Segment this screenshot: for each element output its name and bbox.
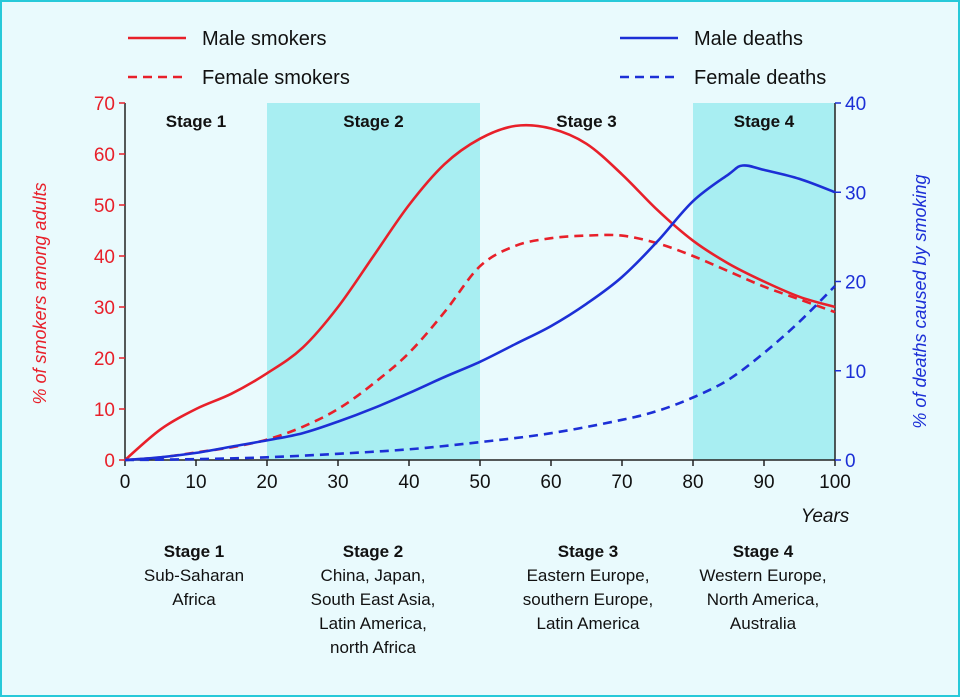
legend-label: Male smokers [202, 28, 326, 50]
y-right-axis-title: % of deaths caused by smoking [910, 174, 930, 428]
x-tick-label: 100 [819, 472, 851, 493]
stage-description-line: Eastern Europe, [526, 566, 650, 585]
y-left-tick-label: 10 [94, 400, 115, 421]
x-tick-label: 50 [469, 472, 490, 493]
y-left-tick-label: 60 [94, 145, 115, 166]
y-right-tick-label: 0 [845, 451, 856, 472]
x-tick-label: 60 [540, 472, 561, 493]
y-right-tick-label: 40 [845, 94, 866, 115]
x-axis-title: Years [801, 506, 850, 527]
stage-bands: Stage 1 Stage 2 Stage 3 Stage 4 [125, 103, 835, 460]
stage-description-line: North America, [706, 590, 820, 609]
legend-label: Male deaths [694, 28, 803, 50]
stage-description-line: China, Japan, [320, 566, 426, 585]
x-tick-label: 40 [398, 472, 419, 493]
y-left-tick-label: 50 [94, 196, 115, 217]
legend: Male smokers Female smokers Male deaths Fem… [128, 28, 826, 89]
stage-band-3 [480, 103, 693, 460]
series-female-deaths [124, 285, 836, 462]
x-tick-label: 10 [185, 472, 206, 493]
stage-description-line: Latin America, [319, 614, 427, 633]
stage-description-1: Stage 1 Sub-Saharan Africa [109, 540, 279, 612]
series-lines [124, 123, 836, 462]
stage-band-label: Stage 3 [556, 112, 616, 131]
x-tick-label: 80 [682, 472, 703, 493]
stage-description-line: Sub-Saharan [143, 566, 245, 585]
y-left-tick-label: 40 [94, 247, 115, 268]
stage-description-title: Stage 1 [163, 542, 225, 561]
y-right-tick-label: 30 [845, 183, 866, 204]
axes: 0 10 20 30 40 50 60 70 80 90 100010203040506070010… [30, 94, 930, 527]
stage-description-line: Western Europe, [699, 566, 827, 585]
y-left-tick-label: 20 [94, 349, 115, 370]
stage-band-label: Stage 2 [343, 112, 403, 131]
stage-band-label: Stage 4 [734, 112, 795, 131]
y-left-tick-label: 70 [94, 94, 115, 115]
y-right-tick-label: 20 [845, 273, 866, 294]
series-male-smokers [124, 123, 836, 461]
legend-label: Female smokers [202, 67, 350, 89]
y-right-tick-label: 10 [845, 362, 866, 383]
y-left-tick-label: 0 [104, 451, 115, 472]
x-tick-label: 20 [256, 472, 277, 493]
stage-description-3: Stage 3 Eastern Europe, southern Europe, La… [503, 540, 673, 636]
stage-description-line: Latin America [536, 614, 640, 633]
stage-description-line: north Africa [330, 638, 416, 657]
stage-description-title: Stage 4 [732, 542, 794, 561]
stage-description-line: South East Asia, [310, 590, 436, 609]
stage-description-title: Stage 2 [342, 542, 404, 561]
stage-description-4: Stage 4 Western Europe, North America, Aust… [678, 540, 848, 636]
series-male-deaths [124, 164, 836, 462]
stage-description-2: Stage 2 China, Japan, South East Asia, Lati… [288, 540, 458, 660]
x-tick-label: 70 [611, 472, 632, 493]
stage-description-title: Stage 3 [557, 542, 619, 561]
x-tick-label: 0 [120, 472, 131, 493]
legend-label: Female deaths [694, 67, 826, 89]
stage-band-1 [125, 103, 267, 460]
stage-description-line: Africa [172, 590, 216, 609]
stage-description-line: Australia [729, 614, 797, 633]
x-tick-label: 30 [327, 472, 348, 493]
series-female-smokers [124, 233, 836, 462]
stage-band-2 [267, 103, 480, 460]
y-left-tick-label: 30 [94, 298, 115, 319]
x-tick-label: 90 [753, 472, 774, 493]
y-left-axis-title: % of smokers among adults [30, 182, 50, 404]
stage-band-label: Stage 1 [166, 112, 226, 131]
stage-description-line: southern Europe, [522, 590, 654, 609]
